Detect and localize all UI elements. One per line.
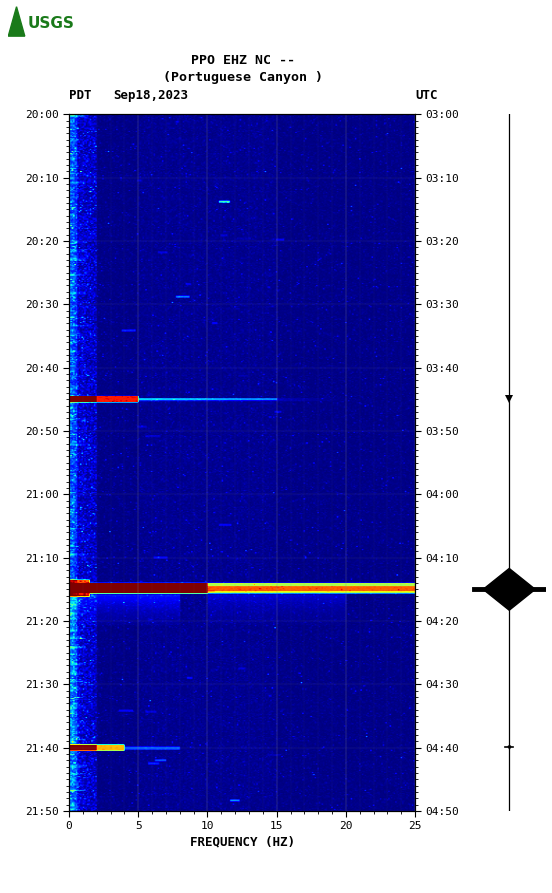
Text: UTC: UTC xyxy=(415,89,438,102)
Polygon shape xyxy=(483,569,535,610)
X-axis label: FREQUENCY (HZ): FREQUENCY (HZ) xyxy=(189,836,295,848)
Polygon shape xyxy=(8,7,25,36)
Text: PDT: PDT xyxy=(69,89,92,102)
Text: Sep18,2023: Sep18,2023 xyxy=(113,89,188,102)
Text: (Portuguese Canyon ): (Portuguese Canyon ) xyxy=(163,71,323,84)
Text: PPO EHZ NC --: PPO EHZ NC -- xyxy=(191,54,295,67)
Text: USGS: USGS xyxy=(28,16,74,31)
